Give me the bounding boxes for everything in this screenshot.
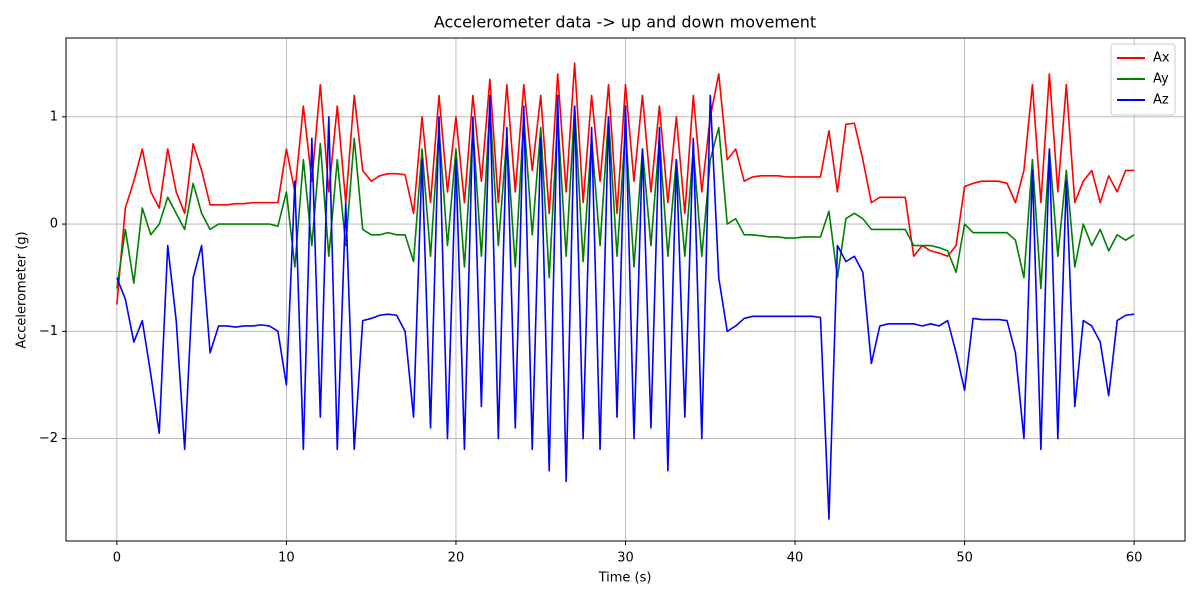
y-tick-label: −2	[39, 431, 58, 446]
y-tick-label: −1	[39, 324, 58, 339]
legend-label: Az	[1153, 93, 1169, 108]
y-axis-label: Accelerometer (g)	[15, 231, 30, 348]
y-tick-label: 1	[50, 109, 58, 124]
x-tick-label: 30	[617, 551, 634, 566]
x-tick-label: 50	[956, 551, 973, 566]
x-tick-label: 20	[448, 551, 465, 566]
x-tick-label: 60	[1126, 551, 1143, 566]
y-tick-label: 0	[50, 217, 58, 232]
legend-label: Ay	[1153, 72, 1169, 87]
chart-title: Accelerometer data -> up and down moveme…	[434, 13, 816, 32]
x-tick-label: 0	[113, 551, 121, 566]
x-tick-label: 40	[787, 551, 804, 566]
legend-label: Ax	[1153, 51, 1170, 66]
plot-frame	[65, 37, 1186, 542]
x-axis-label: Time (s)	[598, 571, 652, 586]
x-tick-label: 10	[278, 551, 295, 566]
data-line	[116, 62, 1135, 305]
data-line	[116, 94, 1135, 520]
